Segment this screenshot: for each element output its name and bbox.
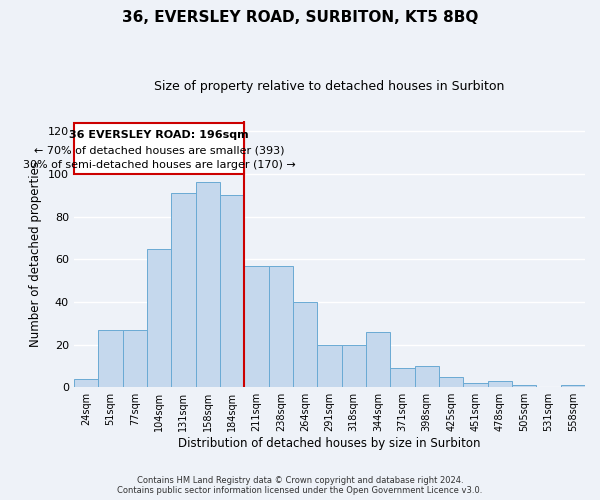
Bar [390, 368, 415, 387]
Bar [171, 193, 196, 387]
Title: Size of property relative to detached houses in Surbiton: Size of property relative to detached ho… [154, 80, 505, 93]
Bar [463, 383, 488, 387]
Bar [74, 378, 98, 387]
Bar [512, 385, 536, 387]
Bar [366, 332, 390, 387]
Text: 30% of semi-detached houses are larger (170) →: 30% of semi-detached houses are larger (… [23, 160, 295, 170]
Bar [244, 266, 269, 387]
Bar [196, 182, 220, 387]
Bar [74, 122, 244, 174]
Bar [269, 266, 293, 387]
Bar [122, 330, 147, 387]
Bar [147, 248, 171, 387]
Text: ← 70% of detached houses are smaller (393): ← 70% of detached houses are smaller (39… [34, 145, 284, 155]
Bar [415, 366, 439, 387]
Bar [560, 385, 585, 387]
X-axis label: Distribution of detached houses by size in Surbiton: Distribution of detached houses by size … [178, 437, 481, 450]
Text: Contains HM Land Registry data © Crown copyright and database right 2024.
Contai: Contains HM Land Registry data © Crown c… [118, 476, 482, 495]
Text: 36 EVERSLEY ROAD: 196sqm: 36 EVERSLEY ROAD: 196sqm [69, 130, 249, 140]
Bar [488, 381, 512, 387]
Bar [293, 302, 317, 387]
Text: 36, EVERSLEY ROAD, SURBITON, KT5 8BQ: 36, EVERSLEY ROAD, SURBITON, KT5 8BQ [122, 10, 478, 25]
Y-axis label: Number of detached properties: Number of detached properties [29, 161, 43, 347]
Bar [341, 344, 366, 387]
Bar [220, 195, 244, 387]
Bar [439, 376, 463, 387]
Bar [317, 344, 341, 387]
Bar [98, 330, 122, 387]
